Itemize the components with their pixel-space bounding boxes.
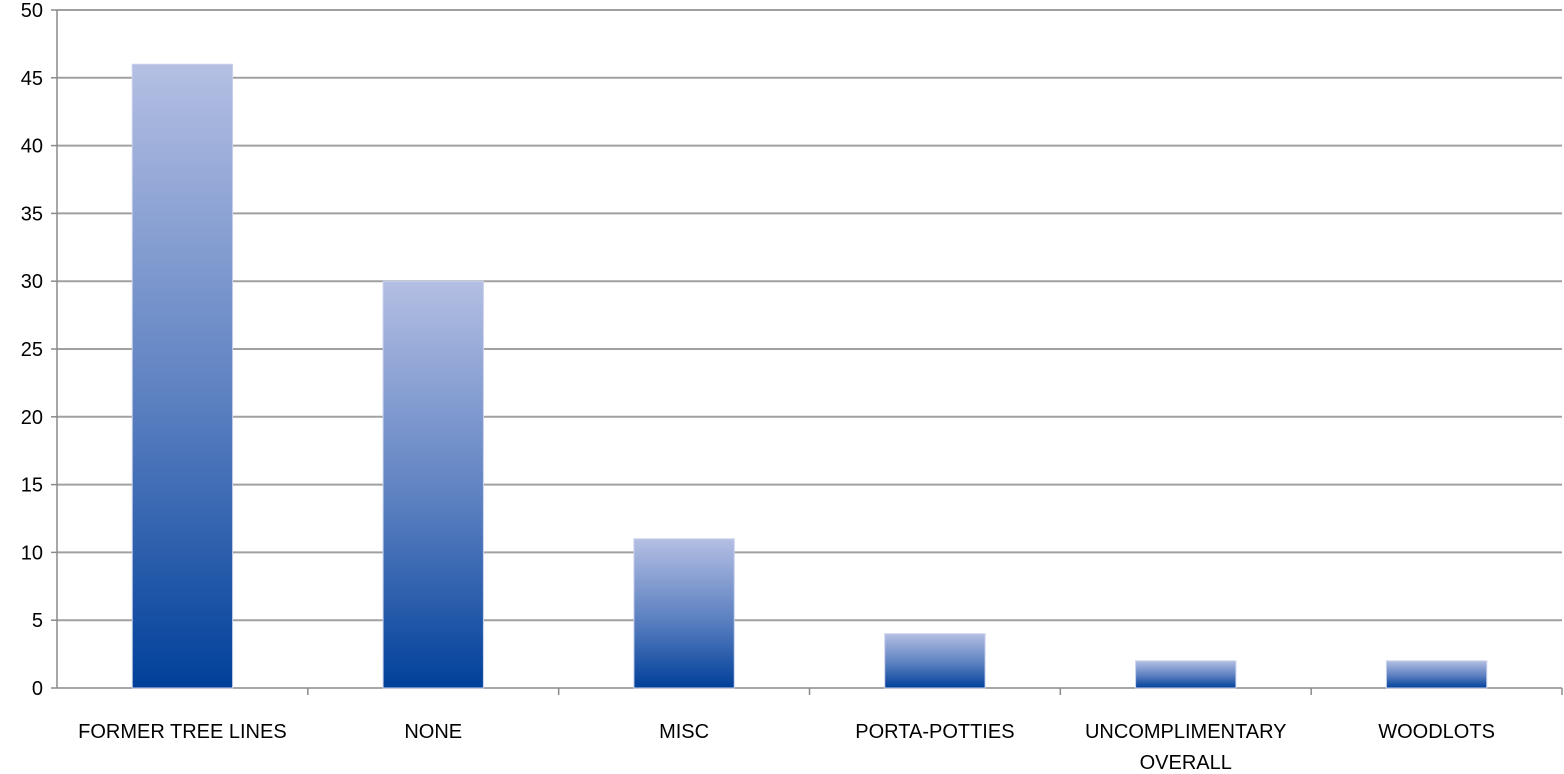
bar-misc [633, 538, 735, 689]
bars [131, 63, 1488, 689]
x-category-label: WOODLOTS [1378, 721, 1495, 743]
x-category-labels: FORMER TREE LINES NONE MISC PORTA-POTTIES UN… [78, 721, 1495, 774]
y-tick-label: 35 [21, 203, 43, 225]
y-tick-label: 30 [21, 271, 43, 293]
y-tick-label: 5 [32, 610, 43, 632]
y-tick-label: 0 [32, 678, 43, 700]
x-category-label: PORTA-POTTIES [855, 721, 1014, 743]
y-tick-label: 45 [21, 68, 43, 90]
y-tick-label: 50 [21, 0, 43, 22]
y-tick-label: 10 [21, 542, 43, 564]
x-category-label: UNCOMPLIMENTARY [1085, 721, 1287, 743]
gridlines [51, 9, 1562, 689]
x-category-label: FORMER TREE LINES [78, 721, 287, 743]
y-tick-label: 25 [21, 339, 43, 361]
bar-uncomplimentary-overall [1135, 660, 1237, 689]
bar-none [382, 280, 484, 689]
axes [56, 10, 1563, 695]
bar-former-tree-lines [131, 63, 234, 689]
y-tick-label: 15 [21, 475, 43, 497]
x-category-label: OVERALL [1140, 752, 1232, 774]
bar-woodlots [1385, 660, 1488, 689]
x-category-label: NONE [404, 721, 462, 743]
y-tick-label: 40 [21, 136, 43, 158]
bar-porta-potties [884, 633, 986, 689]
y-tick-label: 20 [21, 407, 43, 429]
y-tick-labels: 0 5 10 15 20 25 30 35 40 45 50 [21, 0, 43, 700]
x-category-label: MISC [659, 721, 709, 743]
